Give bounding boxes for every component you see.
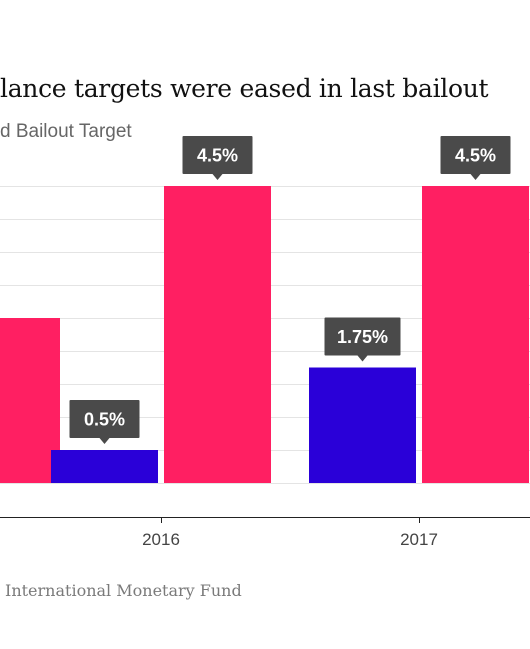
bar-cat0-series-1 <box>0 318 60 483</box>
bar-2016-series-0 <box>51 450 158 483</box>
data-label-text: 4.5% <box>455 146 496 166</box>
data-label-text: 1.75% <box>337 327 388 347</box>
bar-2016-series-1 <box>164 186 271 483</box>
bars <box>0 186 529 483</box>
data-label-text: 0.5% <box>84 410 125 430</box>
data-label-callout: 0.5% <box>69 400 140 444</box>
source-note: International Monetary Fund <box>5 581 242 600</box>
x-tick-label-2016: 2016 <box>142 530 180 549</box>
chart-title: lance targets were eased in last bailout <box>0 74 489 103</box>
bar-2017-series-1 <box>422 186 529 483</box>
data-label-callout: 4.5% <box>440 136 511 180</box>
data-label-text: 4.5% <box>197 146 238 166</box>
bar-2017-series-0 <box>309 367 416 483</box>
legend-entry-label: d Bailout Target <box>0 121 132 142</box>
data-labels: 0.5% 4.5% 1.75% 4.5% <box>69 136 511 444</box>
data-label-callout: 4.5% <box>182 136 253 180</box>
x-tick-label-2017: 2017 <box>400 530 438 549</box>
x-tick-labels: 2016 2017 <box>142 517 438 549</box>
data-label-callout: 1.75% <box>324 317 401 362</box>
